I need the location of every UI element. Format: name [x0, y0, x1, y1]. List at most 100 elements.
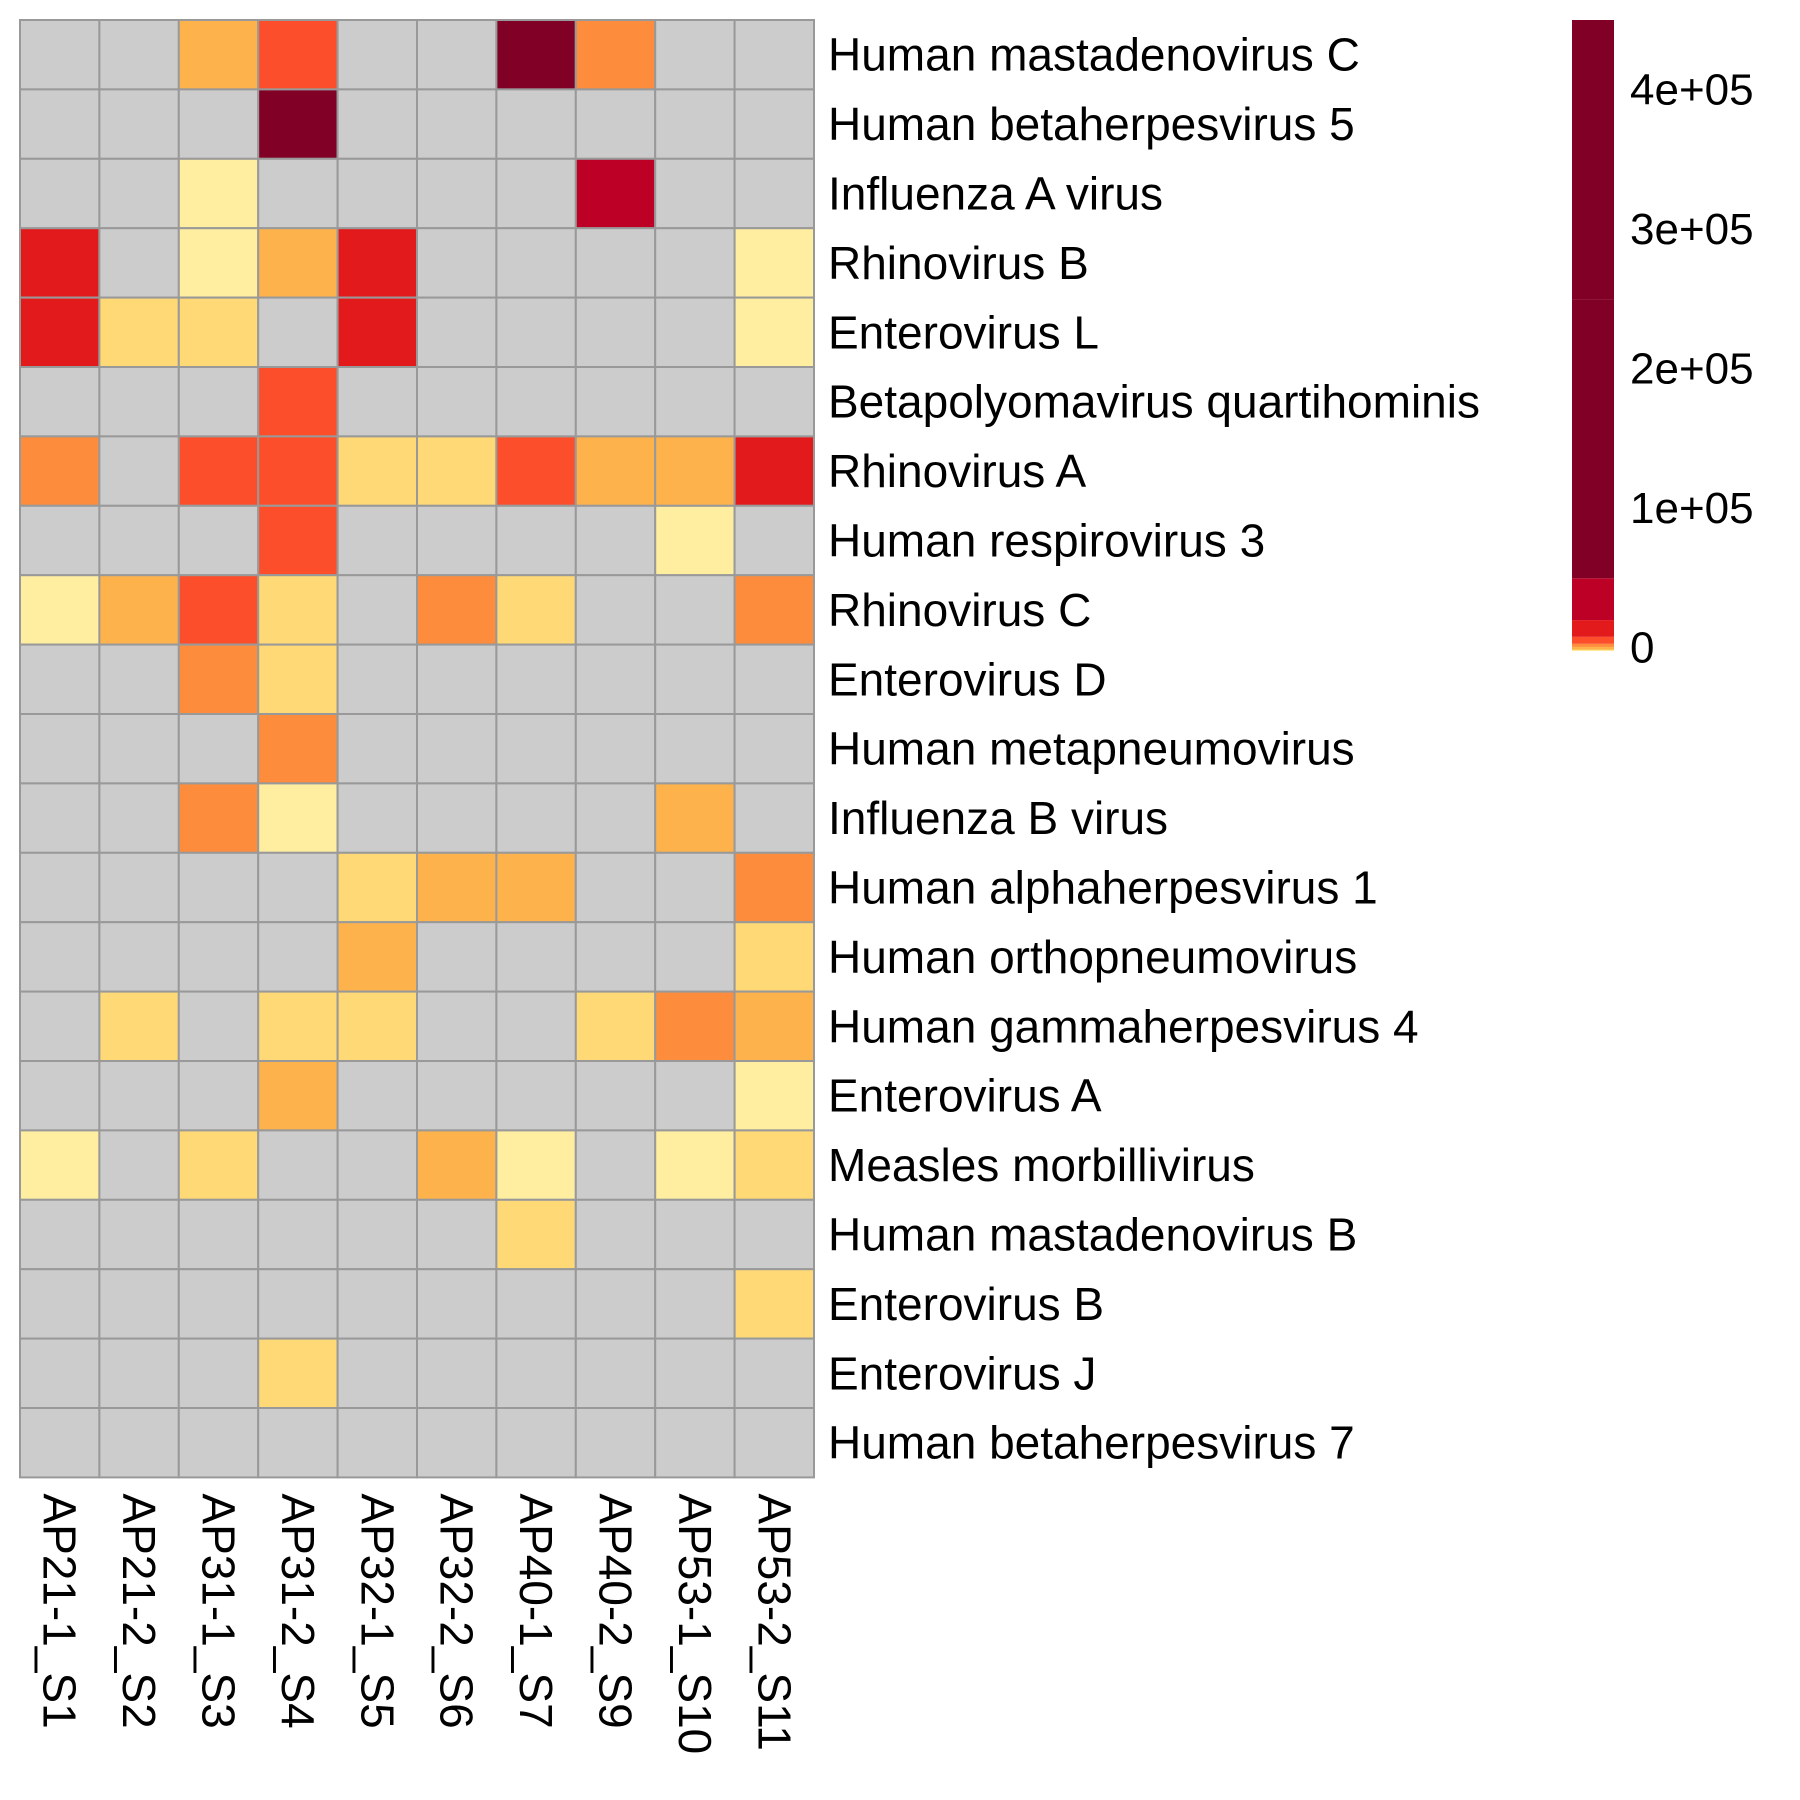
heatmap-cell-influenza-a-virus-ap53-2-s11 — [733, 157, 815, 230]
heatmap-cell-human-alphaherpesvirus-1-ap32-2-s6 — [416, 851, 498, 924]
heatmap-cell-enterovirus-a-ap32-2-s6 — [416, 1060, 498, 1132]
heatmap-cell-enterovirus-a-ap21-1-s1 — [19, 1060, 101, 1132]
heatmap-cell-enterovirus-j-ap40-1-s7 — [495, 1337, 577, 1409]
heatmap-cell-enterovirus-b-ap31-1-s3 — [177, 1268, 260, 1340]
heatmap-cell-human-orthopneumovirus-ap53-1-s10 — [654, 921, 736, 993]
heatmap-cell-enterovirus-l-ap31-2-s4 — [257, 296, 339, 369]
heatmap-cell-human-mastadenovirus-b-ap53-2-s11 — [733, 1198, 815, 1271]
heatmap-cell-rhinovirus-c-ap21-2-s2 — [98, 574, 180, 646]
heatmap-cell-rhinovirus-c-ap31-1-s3 — [177, 574, 260, 646]
heatmap-cell-influenza-b-virus-ap21-1-s1 — [19, 782, 101, 854]
heatmap-cell-rhinovirus-b-ap21-1-s1 — [19, 227, 101, 299]
heatmap-cell-human-mastadenovirus-b-ap32-2-s6 — [416, 1198, 498, 1271]
row-label-human-respirovirus-3: Human respirovirus 3 — [828, 515, 1265, 567]
heatmap-cell-human-mastadenovirus-c-ap53-2-s11 — [733, 19, 815, 91]
heatmap-cell-enterovirus-l-ap21-1-s1 — [19, 296, 101, 369]
row-label-human-gammaherpesvirus-4: Human gammaherpesvirus 4 — [828, 1000, 1419, 1052]
row-label-enterovirus-b: Enterovirus B — [828, 1278, 1104, 1330]
heatmap-cell-enterovirus-b-ap32-1-s5 — [336, 1268, 419, 1340]
heatmap-cell-human-respirovirus-3-ap40-1-s7 — [495, 504, 577, 577]
heatmap-cell-betapolyomavirus-quartihominis-ap40-1-s7 — [495, 366, 577, 438]
heatmap-cell-enterovirus-l-ap21-2-s2 — [98, 296, 180, 369]
heatmap-cell-enterovirus-a-ap40-1-s7 — [495, 1060, 577, 1132]
row-label-influenza-a-virus: Influenza A virus — [828, 168, 1163, 220]
heatmap-cell-enterovirus-d-ap31-2-s4 — [257, 643, 339, 715]
heatmap-cell-human-metapneumovirus-ap21-2-s2 — [98, 713, 180, 785]
heatmap-cell-human-orthopneumovirus-ap40-1-s7 — [495, 921, 577, 993]
heatmap-cell-betapolyomavirus-quartihominis-ap53-1-s10 — [654, 366, 736, 438]
heatmap-cell-betapolyomavirus-quartihominis-ap31-1-s3 — [177, 366, 260, 438]
heatmap-cell-enterovirus-a-ap53-1-s10 — [654, 1060, 736, 1132]
heatmap-cell-rhinovirus-a-ap21-2-s2 — [98, 435, 180, 507]
heatmap-cell-enterovirus-b-ap53-1-s10 — [654, 1268, 736, 1340]
heatmap-cell-influenza-b-virus-ap31-2-s4 — [257, 782, 339, 854]
heatmap-cell-measles-morbillivirus-ap40-1-s7 — [495, 1129, 577, 1201]
heatmap-cell-human-alphaherpesvirus-1-ap40-1-s7 — [495, 851, 577, 924]
heatmap-cell-rhinovirus-c-ap32-1-s5 — [336, 574, 419, 646]
heatmap-cell-measles-morbillivirus-ap53-1-s10 — [654, 1129, 736, 1201]
heatmap-cell-enterovirus-b-ap31-2-s4 — [257, 1268, 339, 1340]
column-label-ap40-1-s7: AP40-1_S7 — [510, 1493, 562, 1728]
legend-color-step — [1572, 299, 1614, 579]
heatmap-cell-rhinovirus-a-ap32-2-s6 — [416, 435, 498, 507]
heatmap-cell-influenza-b-virus-ap32-1-s5 — [336, 782, 419, 854]
heatmap-cell-human-gammaherpesvirus-4-ap32-1-s5 — [336, 990, 419, 1062]
row-label-betapolyomavirus-quartihominis: Betapolyomavirus quartihominis — [828, 376, 1480, 428]
heatmap-cell-human-mastadenovirus-b-ap32-1-s5 — [336, 1198, 419, 1271]
heatmap-cell-betapolyomavirus-quartihominis-ap21-1-s1 — [19, 366, 101, 438]
heatmap-cell-human-betaherpesvirus-7-ap32-2-s6 — [416, 1407, 498, 1479]
legend-color-bar — [1572, 20, 1614, 651]
heatmap-cell-human-metapneumovirus-ap40-1-s7 — [495, 713, 577, 785]
heatmap-cell-human-orthopneumovirus-ap21-2-s2 — [98, 921, 180, 993]
heatmap-cell-human-mastadenovirus-c-ap32-2-s6 — [416, 19, 498, 91]
heatmap-cell-human-alphaherpesvirus-1-ap40-2-s9 — [574, 851, 657, 924]
heatmap-cell-human-betaherpesvirus-7-ap53-1-s10 — [654, 1407, 736, 1479]
heatmap-cell-influenza-a-virus-ap31-2-s4 — [257, 157, 339, 230]
column-label-ap53-1-s10: AP53-1_S10 — [669, 1493, 721, 1754]
row-label-human-alphaherpesvirus-1: Human alphaherpesvirus 1 — [828, 862, 1378, 914]
heatmap-cell-enterovirus-d-ap40-2-s9 — [574, 643, 657, 715]
heatmap-cell-enterovirus-a-ap40-2-s9 — [574, 1060, 657, 1132]
heatmap-cell-influenza-b-virus-ap21-2-s2 — [98, 782, 180, 854]
legend-tick-label: 0 — [1630, 624, 1654, 673]
heatmap-cell-human-gammaherpesvirus-4-ap21-2-s2 — [98, 990, 180, 1062]
heatmap-cell-influenza-b-virus-ap31-1-s3 — [177, 782, 260, 854]
heatmap-cell-measles-morbillivirus-ap53-2-s11 — [733, 1129, 815, 1201]
heatmap-cell-human-mastadenovirus-c-ap31-2-s4 — [257, 19, 339, 91]
heatmap-cell-human-respirovirus-3-ap40-2-s9 — [574, 504, 657, 577]
heatmap-cell-human-mastadenovirus-b-ap53-1-s10 — [654, 1198, 736, 1271]
heatmap-cell-rhinovirus-b-ap40-1-s7 — [495, 227, 577, 299]
heatmap-cell-human-alphaherpesvirus-1-ap32-1-s5 — [336, 851, 419, 924]
heatmap-cell-human-betaherpesvirus-7-ap21-2-s2 — [98, 1407, 180, 1479]
row-label-human-metapneumovirus: Human metapneumovirus — [828, 723, 1355, 775]
heatmap-cell-rhinovirus-c-ap32-2-s6 — [416, 574, 498, 646]
heatmap-cell-measles-morbillivirus-ap21-1-s1 — [19, 1129, 101, 1201]
heatmap-cell-human-mastadenovirus-c-ap32-1-s5 — [336, 19, 419, 91]
heatmap-cell-influenza-a-virus-ap32-2-s6 — [416, 157, 498, 230]
heatmap-cell-enterovirus-j-ap31-1-s3 — [177, 1337, 260, 1409]
heatmap-cell-human-betaherpesvirus-5-ap53-2-s11 — [733, 88, 815, 160]
heatmap-cell-human-betaherpesvirus-5-ap40-1-s7 — [495, 88, 577, 160]
heatmap-cell-human-gammaherpesvirus-4-ap40-2-s9 — [574, 990, 657, 1062]
heatmap-cell-human-alphaherpesvirus-1-ap21-1-s1 — [19, 851, 101, 924]
heatmap-cell-human-respirovirus-3-ap21-2-s2 — [98, 504, 180, 577]
heatmap-cell-human-betaherpesvirus-7-ap31-2-s4 — [257, 1407, 339, 1479]
heatmap-cell-influenza-a-virus-ap53-1-s10 — [654, 157, 736, 230]
heatmap-cell-human-betaherpesvirus-7-ap40-2-s9 — [574, 1407, 657, 1479]
heatmap-cell-human-gammaherpesvirus-4-ap53-1-s10 — [654, 990, 736, 1062]
heatmap-cell-enterovirus-b-ap40-1-s7 — [495, 1268, 577, 1340]
heatmap-cell-rhinovirus-a-ap31-2-s4 — [257, 435, 339, 507]
heatmap-cell-human-gammaherpesvirus-4-ap21-1-s1 — [19, 990, 101, 1062]
heatmap-cell-rhinovirus-a-ap53-1-s10 — [654, 435, 736, 507]
heatmap-cell-measles-morbillivirus-ap21-2-s2 — [98, 1129, 180, 1201]
heatmap-cell-rhinovirus-c-ap31-2-s4 — [257, 574, 339, 646]
row-label-influenza-b-virus: Influenza B virus — [828, 792, 1168, 844]
heatmap-cell-enterovirus-j-ap21-1-s1 — [19, 1337, 101, 1409]
heatmap-cell-human-respirovirus-3-ap32-1-s5 — [336, 504, 419, 577]
heatmap-cell-enterovirus-a-ap21-2-s2 — [98, 1060, 180, 1132]
row-label-enterovirus-j: Enterovirus J — [828, 1347, 1096, 1399]
heatmap-cell-human-gammaherpesvirus-4-ap40-1-s7 — [495, 990, 577, 1062]
heatmap-cell-enterovirus-l-ap40-1-s7 — [495, 296, 577, 369]
